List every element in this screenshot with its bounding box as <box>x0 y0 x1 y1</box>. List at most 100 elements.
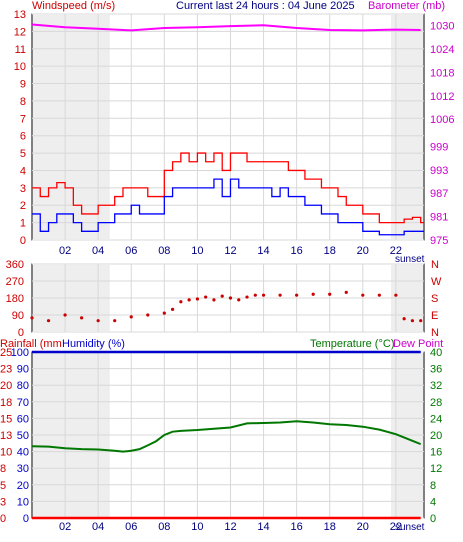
x-tick-label: 14 <box>257 521 269 533</box>
x-tick-label: 04 <box>92 245 104 257</box>
direction-point <box>361 293 365 297</box>
dewpoint-axis-title: Dew Point <box>393 338 443 350</box>
windspeed-tick-label: 2 <box>20 200 26 212</box>
rainfall-tick-label: 5 <box>0 480 6 492</box>
direction-degree-label: 360 <box>6 259 24 271</box>
direction-point <box>402 317 406 321</box>
temperature-axis-title: Temperature (°C) <box>310 338 394 350</box>
x-tick-label: 18 <box>324 245 336 257</box>
sunset-label-bottom: sunset <box>395 522 425 533</box>
x-tick-label: 06 <box>125 245 137 257</box>
humidity-tick-label: 30 <box>17 463 29 475</box>
barometer-tick-label: 999 <box>430 141 448 153</box>
humidity-tick-label: 10 <box>17 496 29 508</box>
temperature-tick-label: 40 <box>430 347 442 359</box>
x-tick-label: 12 <box>224 245 236 257</box>
windspeed-axis-title: Windspeed (m/s) <box>32 0 115 12</box>
rainfall-tick-label: 13 <box>0 430 12 442</box>
direction-point <box>170 307 175 311</box>
barometer-tick-label: 1030 <box>430 21 454 33</box>
direction-point <box>96 319 100 323</box>
direction-point <box>46 319 51 323</box>
x-tick-label: 14 <box>257 245 269 257</box>
humidity-tick-label: 0 <box>23 513 29 525</box>
temperature-tick-label: 16 <box>430 447 442 459</box>
x-tick-label: 20 <box>357 245 369 257</box>
direction-point <box>204 295 208 299</box>
direction-degree-label: 180 <box>6 293 24 305</box>
direction-point <box>162 311 166 315</box>
direction-point <box>113 319 117 323</box>
humidity-tick-label: 80 <box>17 380 29 392</box>
direction-point <box>278 293 282 297</box>
rainfall-tick-label: 23 <box>0 364 12 376</box>
barometer-tick-label: 1018 <box>430 67 454 79</box>
temperature-tick-label: 8 <box>430 480 436 492</box>
x-tick-label: 16 <box>291 521 303 533</box>
direction-compass-label: N <box>431 259 439 271</box>
direction-point <box>377 293 381 297</box>
rainfall-axis-title: Rainfall (mm <box>0 338 62 350</box>
windspeed-tick-label: 12 <box>14 26 26 38</box>
rainfall-tick-label: 18 <box>0 397 12 409</box>
temperature-tick-label: 36 <box>430 364 442 376</box>
direction-point <box>328 292 332 296</box>
barometer-tick-label: 1012 <box>430 91 454 103</box>
rainfall-tick-label: 3 <box>0 496 6 508</box>
barometer-series <box>31 23 421 32</box>
night-shade-early <box>33 15 110 239</box>
windspeed-tick-label: 7 <box>20 113 26 125</box>
direction-point <box>394 293 398 297</box>
windspeed-tick-label: 5 <box>20 148 26 160</box>
barometer-tick-label: 993 <box>430 165 448 177</box>
x-tick-label: 04 <box>92 521 104 533</box>
barometer-axis-title: Barometer (mb) <box>368 0 445 12</box>
direction-compass-label: W <box>431 276 442 288</box>
rainfall-tick-label: 0 <box>0 513 6 525</box>
direction-point <box>220 294 224 298</box>
x-tick-label: 12 <box>224 521 236 533</box>
temperature-tick-label: 28 <box>430 397 442 409</box>
windspeed-tick-label: 1 <box>20 218 26 230</box>
humidity-tick-label: 70 <box>17 397 29 409</box>
rainfall-tick-label: 10 <box>0 447 12 459</box>
direction-compass-label: E <box>431 310 438 322</box>
x-tick-label: 20 <box>357 521 369 533</box>
x-tick-label: 02 <box>59 245 71 257</box>
barometer-tick-label: 981 <box>430 212 448 224</box>
direction-degree-label: 90 <box>12 310 24 322</box>
x-tick-label: 16 <box>291 245 303 257</box>
windspeed-tick-label: 13 <box>14 9 26 21</box>
rainfall-tick-label: 20 <box>0 380 12 392</box>
x-tick-label: 22 <box>390 521 402 533</box>
temperature-tick-label: 4 <box>430 496 436 508</box>
windspeed-tick-label: 8 <box>20 96 26 108</box>
sunset-label-top: sunset <box>395 254 425 265</box>
humidity-axis-title: Humidity (%) <box>62 338 125 350</box>
windspeed-tick-label: 6 <box>20 131 26 143</box>
temperature-tick-label: 0 <box>430 513 436 525</box>
direction-point <box>30 316 34 320</box>
direction-point <box>344 290 348 294</box>
barometer-tick-label: 975 <box>430 235 448 247</box>
windspeed-tick-label: 0 <box>20 235 26 247</box>
direction-compass-label: S <box>431 293 438 305</box>
humidity-tick-label: 40 <box>17 447 29 459</box>
direction-point <box>195 297 200 301</box>
direction-degree-label: 0 <box>18 327 24 339</box>
direction-point <box>295 293 299 297</box>
direction-point <box>187 298 191 302</box>
x-tick-label: 18 <box>324 521 336 533</box>
chart-title: Current last 24 hours : 04 June 2025 <box>176 0 355 12</box>
x-tick-label: 10 <box>191 245 203 257</box>
direction-point <box>228 296 233 300</box>
direction-degree-label: 270 <box>6 276 24 288</box>
direction-point <box>63 313 67 317</box>
rainfall-tick-label: 8 <box>0 463 6 475</box>
humidity-tick-label: 90 <box>17 364 29 376</box>
humidity-tick-label: 50 <box>17 430 29 442</box>
barometer-tick-label: 987 <box>430 188 448 200</box>
humidity-tick-label: 20 <box>17 480 29 492</box>
direction-point <box>311 292 315 296</box>
